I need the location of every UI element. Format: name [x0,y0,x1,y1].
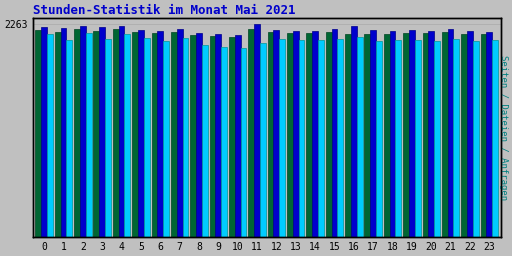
Bar [298,39,305,237]
Bar [376,41,382,237]
Bar [409,30,415,237]
Bar [182,38,188,237]
Bar [74,29,80,237]
Bar [473,41,479,237]
Bar [113,29,119,237]
Bar [365,34,370,237]
Bar [345,34,351,237]
Bar [461,34,467,237]
Bar [157,31,163,237]
Bar [229,37,235,237]
Bar [41,27,47,237]
Bar [99,27,105,237]
Bar [351,26,357,237]
Bar [326,32,332,237]
Bar [241,48,246,237]
Bar [403,33,409,237]
Bar [454,39,459,237]
Bar [384,34,390,237]
Bar [35,30,41,237]
Bar [132,32,138,237]
Bar [248,29,254,237]
Bar [124,34,130,237]
Bar [55,33,60,237]
Bar [196,34,202,237]
Bar [138,30,144,237]
Bar [163,41,169,237]
Bar [119,26,124,237]
Bar [390,30,395,237]
Bar [268,33,273,237]
Bar [171,33,177,237]
Bar [273,30,279,237]
Bar [177,29,182,237]
Bar [337,39,343,237]
Bar [312,30,318,237]
Bar [60,28,67,237]
Bar [467,31,473,237]
Bar [370,30,376,237]
Bar [357,37,362,237]
Bar [80,26,86,237]
Bar [279,39,285,237]
Bar [235,35,241,237]
Bar [306,33,312,237]
Text: Stunden-Statistik im Monat Mai 2021: Stunden-Statistik im Monat Mai 2021 [33,4,295,17]
Bar [447,29,454,237]
Bar [422,34,429,237]
Bar [152,34,157,237]
Bar [481,34,486,237]
Bar [190,35,196,237]
Bar [293,30,298,237]
Bar [492,40,498,237]
Bar [209,36,216,237]
Bar [144,38,150,237]
Bar [442,32,447,237]
Bar [67,39,72,237]
Bar [221,47,227,237]
Bar [254,24,260,237]
Bar [318,40,324,237]
Bar [260,43,266,237]
Bar [94,30,99,237]
Bar [395,40,401,237]
Bar [332,29,337,237]
Bar [105,39,111,237]
Bar [434,41,440,237]
Bar [216,34,221,237]
Bar [486,31,492,237]
Bar [287,33,293,237]
Bar [86,33,92,237]
Bar [47,34,53,237]
Y-axis label: Seiten / Dateien / Anfragen: Seiten / Dateien / Anfragen [499,55,508,200]
Bar [202,45,208,237]
Bar [415,39,420,237]
Bar [429,30,434,237]
